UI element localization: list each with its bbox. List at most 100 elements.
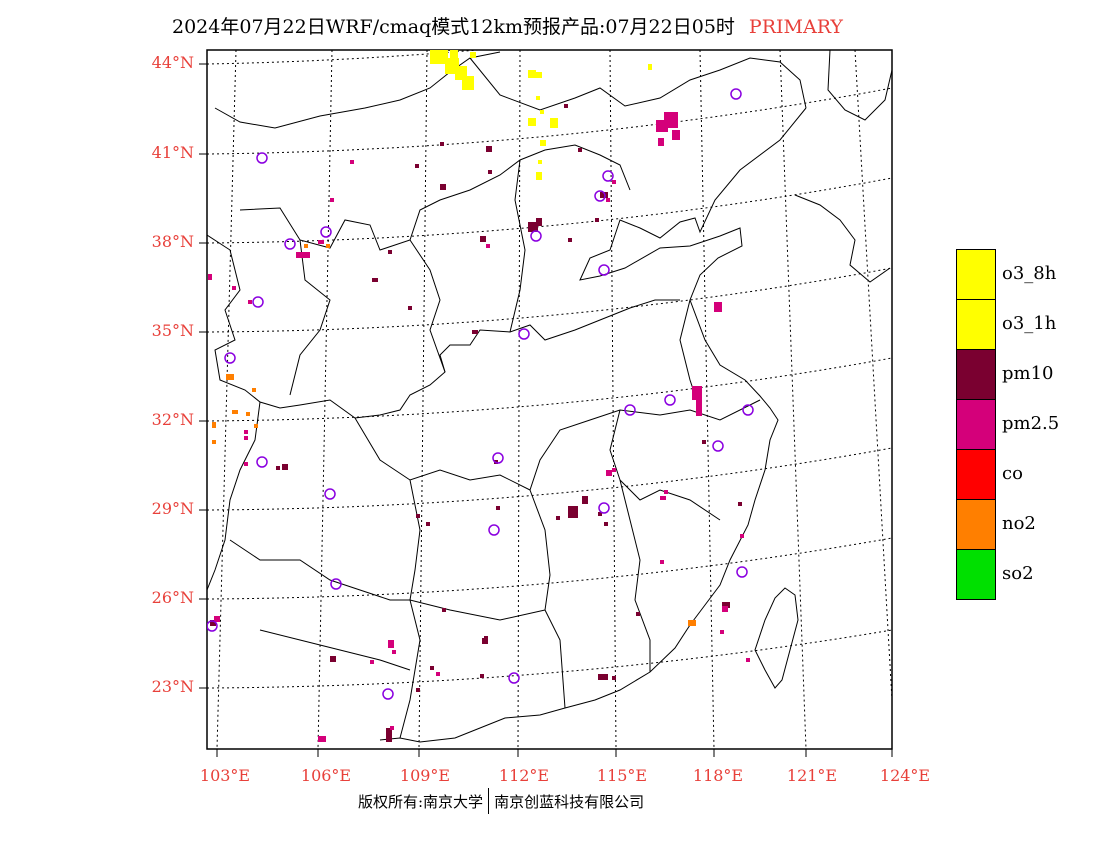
lat-label: 32°N — [151, 410, 194, 429]
cell-pm2-5 — [692, 386, 702, 400]
legend-swatch — [956, 549, 996, 600]
cell-pm10 — [528, 222, 538, 232]
cell-pm10 — [568, 506, 578, 518]
legend-label: o3_1h — [1002, 313, 1057, 334]
cell-pm10 — [568, 238, 572, 242]
cell-pm2-5 — [330, 198, 334, 202]
station-circle — [324, 488, 336, 500]
cell-pm10 — [536, 218, 542, 226]
lon-label: 112°E — [498, 766, 550, 785]
station-circle — [508, 672, 520, 684]
station-circle — [320, 226, 332, 238]
station-circle — [594, 190, 606, 202]
station-circle — [492, 452, 504, 464]
station-circle — [256, 152, 268, 164]
station-circle — [207, 620, 218, 632]
province-line-5 — [289, 239, 331, 396]
cell-pm10 — [722, 602, 730, 608]
cell-pm2-5 — [672, 130, 680, 140]
lat-label: 38°N — [151, 232, 194, 251]
cell-pm2-5 — [214, 616, 220, 622]
station-circle — [330, 578, 342, 590]
cell-pm10 — [578, 148, 582, 152]
station-circle — [382, 688, 394, 700]
cell-o3_1h — [462, 76, 474, 90]
cell-pm10 — [210, 620, 216, 626]
cell-pm10 — [488, 170, 492, 174]
station-circle — [598, 264, 610, 276]
cell-pm2-5 — [658, 138, 664, 146]
station-circle — [712, 440, 724, 452]
province-line-9 — [529, 489, 566, 709]
province-line-1 — [207, 234, 680, 419]
cell-pm2-5 — [436, 672, 440, 676]
cell-pm10 — [480, 674, 484, 678]
cell-o3_1h — [528, 118, 536, 126]
gridline-109e — [418, 50, 428, 749]
legend-swatch — [956, 499, 996, 550]
gridline-115e — [609, 50, 617, 749]
cell-no2 — [246, 412, 250, 416]
cell-pm2-5 — [612, 468, 616, 472]
station-circle — [624, 404, 636, 416]
legend-label: so2 — [1002, 563, 1034, 584]
title-main: 2024年07月22日WRF/cmaq模式12km预报产品:07月22日05时 — [172, 16, 735, 38]
cell-pm10 — [604, 522, 608, 526]
cell-pm10 — [738, 502, 742, 506]
province-line-11 — [229, 539, 546, 621]
cell-pm2-5 — [244, 430, 248, 434]
cell-o3_1h — [540, 110, 544, 114]
legend-label: co — [1002, 463, 1023, 484]
cell-pm2-5 — [664, 112, 678, 128]
legend-label: pm2.5 — [1002, 413, 1060, 434]
station-circle — [530, 230, 542, 242]
gridline-103e — [216, 50, 237, 749]
cell-pm2-5 — [612, 180, 616, 184]
cell-pm2-5 — [296, 252, 310, 258]
lon-label: 124°E — [879, 766, 931, 785]
cell-pm10 — [496, 506, 500, 510]
cell-o3_1h — [528, 70, 536, 78]
cell-no2 — [226, 374, 234, 380]
lon-label: 106°E — [300, 766, 352, 785]
cell-no2 — [252, 388, 256, 392]
cell-o3_1h — [536, 72, 542, 78]
cell-pm2-5 — [664, 490, 668, 494]
province-line-12 — [259, 629, 411, 671]
lon-label: 118°E — [692, 766, 744, 785]
lat-label: 41°N — [151, 143, 194, 162]
map-content — [207, 50, 892, 749]
korean-peninsula — [794, 194, 891, 283]
cell-pm2-5 — [722, 606, 728, 612]
cell-pm2-5 — [248, 300, 252, 304]
legend-label: no2 — [1002, 513, 1036, 534]
cell-pm2-5 — [606, 198, 610, 202]
station-circle — [730, 88, 742, 100]
cell-pm10 — [482, 638, 488, 644]
coastline — [379, 107, 807, 743]
cell-pm10 — [330, 656, 336, 662]
cell-pm10 — [415, 164, 419, 168]
province-line-6 — [207, 401, 261, 591]
cell-pm10 — [388, 250, 392, 254]
korea-border — [827, 50, 892, 121]
gridline-106e — [317, 50, 333, 749]
legend-swatch — [956, 349, 996, 400]
lon-label: 103°E — [199, 766, 251, 785]
cell-pm10 — [426, 522, 430, 526]
cell-no2 — [326, 244, 330, 248]
cell-pm10 — [480, 236, 486, 242]
gridline-44n — [207, 50, 484, 65]
cell-pm10 — [408, 306, 412, 310]
cell-pm10 — [582, 496, 588, 504]
footer-copyright: 版权所有:南京大学 — [358, 793, 484, 811]
station-circle — [518, 328, 530, 340]
footer-company: 南京创蓝科技有限公司 — [494, 793, 645, 811]
cell-pm10 — [276, 466, 280, 470]
legend-swatch — [956, 449, 996, 500]
cell-pm2-5 — [350, 160, 354, 164]
latitude-gridlines — [207, 50, 892, 689]
cell-pm10 — [486, 146, 492, 152]
cell-pm2-5 — [244, 462, 248, 466]
